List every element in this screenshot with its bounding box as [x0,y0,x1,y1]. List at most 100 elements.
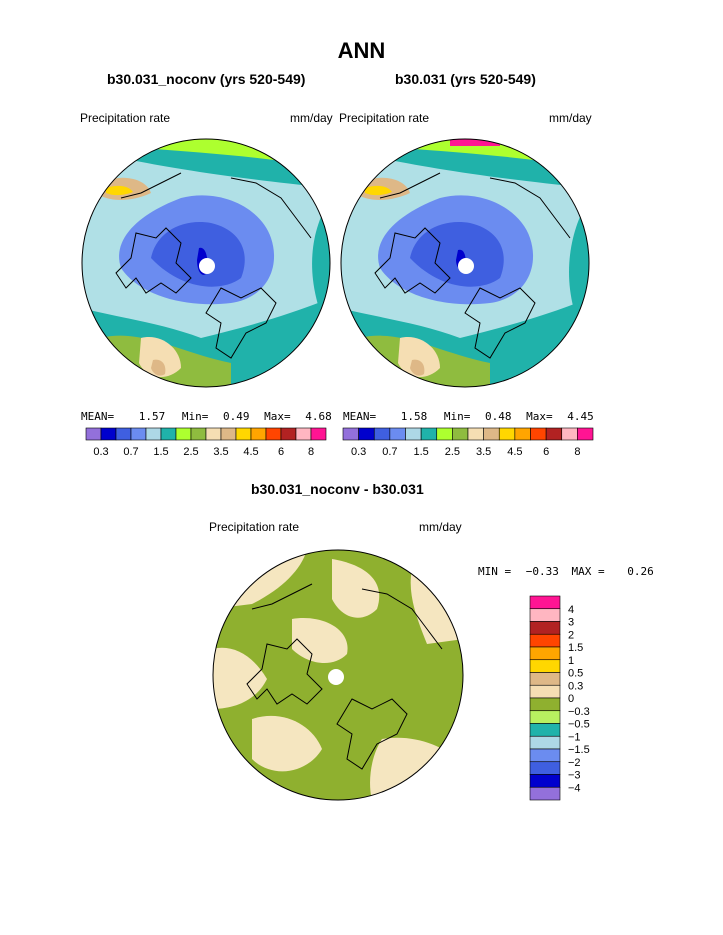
colorbar-swatch [452,427,469,441]
colorbar-swatch [115,427,132,441]
colorbar-tick-label: 4 [568,604,574,616]
colorbar-tick-label: 6 [278,446,284,458]
colorbar-swatch [280,427,297,441]
colorbar-tick-label: 0.3 [351,446,366,458]
colorbar-swatch [529,761,561,775]
mean-label: MEAN= [81,410,115,423]
map-right-brown-bottom [410,359,425,376]
colorbar-swatch [190,427,207,441]
colorbar-swatch [529,735,561,750]
colorbar-tick-label: 2 [568,629,574,641]
colorbar-swatch [175,427,192,441]
colorbar-swatch [130,427,147,441]
diff-min-label: MIN = [478,565,512,578]
colorbar-tick-label: 2.5 [445,446,460,458]
colorbar-swatch [530,427,547,441]
min-value: 0.49 [223,410,250,423]
map-diff-outline [212,549,464,801]
colorbar-tick-label: 3 [568,617,574,629]
colorbar-tick-label: 0.7 [123,446,138,458]
colorbar-swatch [529,672,561,686]
colorbar-tick-label: 0.5 [568,668,583,680]
colorbar-tick-label: 1.5 [568,642,583,654]
colorbar-swatch [310,427,327,441]
colorbar-swatch [498,427,516,441]
colorbar-swatch [358,427,375,441]
colorbar-tick-label: 2.5 [183,446,198,458]
diff-max-value: 0.26 [627,565,654,578]
colorbar-tick-label: −1.5 [568,744,590,756]
mean-value: 1.58 [400,410,428,423]
panel-left-units: mm/day [290,111,333,125]
map-right-outline [340,138,590,388]
map-left-brown-bottom [151,359,166,376]
max-value: 4.68 [305,410,332,423]
colorbar-tick-label: 1.5 [413,446,428,458]
max-value: 4.45 [567,410,594,423]
map-left-deep-blue-region [151,222,245,287]
diff-title: b30.031_noconv - b30.031 [251,481,424,497]
colorbar-swatch [295,427,312,441]
colorbar-swatch [235,427,252,441]
map-right-deep-blue-region [410,222,504,287]
diff-units: mm/day [419,520,462,534]
colorbar-tick-label: −2 [568,757,581,769]
mean-value: 1.57 [138,410,166,423]
colorbar-swatch [529,608,561,622]
colorbar-tick-label: −1 [568,731,581,743]
colorbar-swatch [373,427,391,441]
colorbar-tick-label: 8 [308,446,314,458]
colorbar-swatch [529,723,561,737]
colorbar-tick-label: 0 [568,693,574,705]
colorbar-swatch [561,427,578,441]
colorbar-swatch [250,427,267,441]
map-right-gold-top-left [365,185,392,196]
map-left [81,138,331,388]
colorbar-swatch [85,427,102,441]
colorbar-tick-label: 3.5 [476,446,491,458]
max-label: Max= [264,410,291,423]
panel-left-stats: MEAN= 1.57 Min= 0.49 Max= 4.68 [81,410,336,423]
colorbar-swatch [545,427,563,441]
colorbar-left: 0.3 0.7 1.5 2.5 3.5 4.5 6 8 [85,427,327,458]
colorbar-tick-label: −0.3 [568,706,590,718]
colorbar-swatch [220,427,237,441]
colorbar-swatch [405,427,422,441]
map-right-pole-marker [458,258,474,274]
colorbar-tick-label: −3 [568,770,581,782]
colorbar-swatch [265,427,282,441]
map-diff-tan-center [292,618,348,664]
colorbar-swatch [577,427,594,441]
colorbar-tick-label: 0.3 [93,446,108,458]
colorbar-swatch [389,427,406,441]
panel-right-units: mm/day [549,111,592,125]
panel-right-stats: MEAN= 1.58 Min= 0.48 Max= 4.45 [343,410,598,423]
colorbar-tick-label: 1 [568,655,574,667]
colorbar-swatch [529,621,561,635]
map-diff-coastline [246,583,443,770]
colorbar-swatch [529,748,561,763]
colorbar-swatch [514,427,531,441]
colorbar-swatch [342,427,359,441]
colorbar-swatch [529,646,561,661]
colorbar-swatch [529,684,561,699]
colorbar-tick-label: 3.5 [213,446,228,458]
colorbar-swatch [529,633,561,648]
colorbar-tick-label: 0.7 [382,446,397,458]
min-label: Min= [443,410,471,423]
colorbar-swatch [529,710,561,724]
map-diff-tan-top-right [332,559,380,618]
map-right [340,138,590,388]
map-diff [212,549,464,801]
colorbar-tick-label: 8 [574,446,580,458]
page-title: ANN [337,38,386,63]
colorbar-tick-label: 0.3 [568,680,583,692]
map-left-coastline [115,172,312,359]
colorbar-tick-label: 4.5 [507,446,522,458]
map-right-coastline [374,172,571,359]
panel-right-field-label: Precipitation rate [339,111,430,125]
diff-field-label: Precipitation rate [209,520,300,534]
diff-min-value: −0.33 [525,565,559,578]
colorbar-right: 0.3 0.7 1.5 2.5 3.5 4.5 6 8 [342,427,594,458]
